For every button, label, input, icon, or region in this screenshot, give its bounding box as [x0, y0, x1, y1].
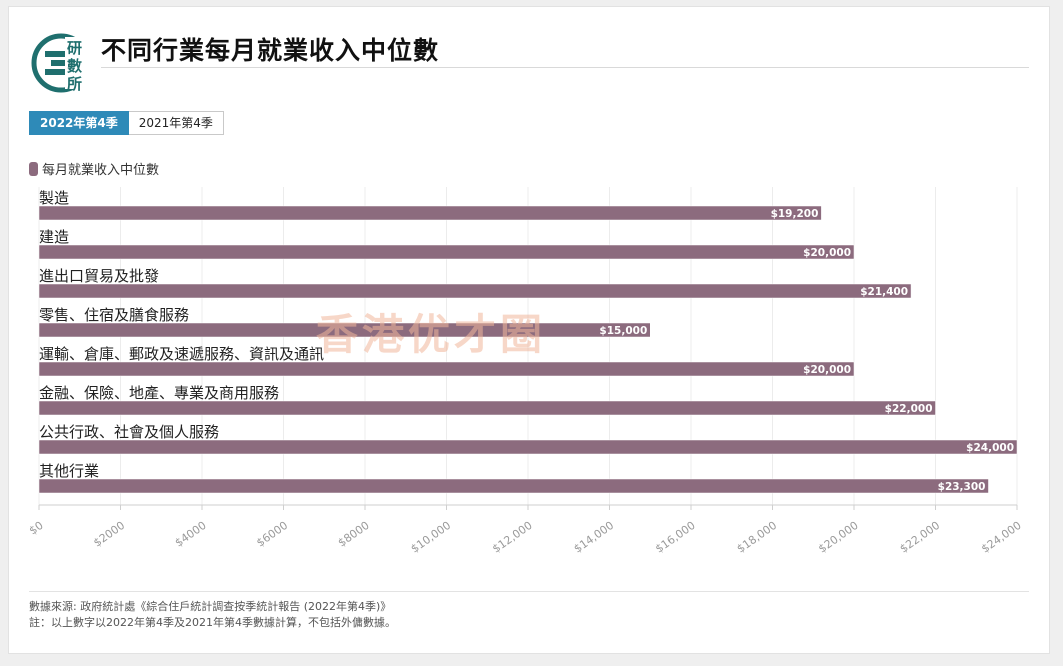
source-note: 數據來源: 政府統計處《綜合住戶統計調查按季統計報告 (2022年第4季)》: [29, 600, 392, 613]
bar-data-label: $24,000: [966, 442, 1014, 454]
category-label: 運輸、倉庫、郵政及速遞服務、資訊及通訊: [39, 345, 324, 363]
x-tick-label: $4000: [173, 519, 209, 550]
category-label: 製造: [39, 189, 69, 207]
bar-data-label: $23,300: [938, 481, 986, 493]
bar-data-label: $20,000: [803, 364, 851, 376]
tab-2022-q4[interactable]: 2022年第4季: [29, 111, 129, 135]
watermark-text: 香港优才圈: [316, 310, 546, 359]
footnotes: 數據來源: 政府統計處《綜合住戶統計調查按季統計報告 (2022年第4季)》 註…: [29, 599, 396, 631]
legend-label: 每月就業收入中位數: [42, 163, 160, 178]
bar-chart: $0 $2000 $4000 $6000 $8000 $10,000 $12,000 $14,…: [27, 187, 1024, 556]
bar-data-label: $15,000: [599, 325, 647, 337]
x-tick-label: $2000: [91, 519, 127, 550]
bar: [38, 322, 651, 338]
x-tick-label: $24,000: [979, 519, 1024, 556]
bar: [38, 478, 989, 494]
x-tick-label: $16,000: [653, 519, 698, 556]
x-tick-label: $6000: [254, 519, 290, 550]
logo-text-2: 數: [67, 57, 82, 75]
x-tick-label: $0: [27, 519, 46, 538]
logo-text-1: 研: [67, 39, 82, 57]
bar: [38, 244, 855, 260]
legend-swatch: [29, 161, 38, 176]
bar: [38, 361, 855, 377]
logo-text-3: 所: [67, 75, 82, 93]
bar-data-label: $20,000: [803, 247, 851, 259]
bar: [38, 205, 822, 221]
x-tick-label: $18,000: [734, 519, 779, 556]
x-tick-label: $22,000: [897, 519, 942, 556]
chart-card: 研 數 所 不同行業每月就業收入中位數 2022年第4季 2021年第4季 每月…: [8, 6, 1050, 654]
title-divider: [101, 67, 1029, 68]
bar-data-label: $21,400: [860, 286, 908, 298]
legend[interactable]: 每月就業收入中位數: [29, 159, 159, 178]
x-tick-label: $12,000: [490, 519, 535, 556]
x-tick-label: $20,000: [816, 519, 861, 556]
category-label: 進出口貿易及批發: [39, 267, 159, 285]
bar-data-label: $19,200: [771, 208, 819, 220]
category-label: 金融、保險、地產、專業及商用服務: [39, 384, 279, 402]
category-label: 其他行業: [39, 462, 99, 480]
category-label: 公共行政、社會及個人服務: [39, 423, 219, 441]
remark-note: 註：以上數字以2022年第4季及2021年第4季數據計算，不包括外傭數據。: [29, 616, 396, 629]
bar-data-label: $22,000: [885, 403, 933, 415]
bar: [38, 400, 936, 416]
page-title: 不同行業每月就業收入中位數: [101, 36, 440, 65]
x-tick-label: $14,000: [571, 519, 616, 556]
logo-icon: 研 數 所: [31, 33, 95, 93]
footer-divider: [29, 591, 1029, 592]
x-tick-label: $10,000: [408, 519, 453, 556]
period-tabs: 2022年第4季 2021年第4季: [29, 111, 224, 135]
tab-2021-q4[interactable]: 2021年第4季: [128, 111, 224, 135]
bar: [38, 439, 1018, 455]
bar: [38, 283, 912, 299]
category-label: 建造: [39, 228, 69, 246]
x-tick-label: $8000: [336, 519, 372, 550]
category-label: 零售、住宿及膳食服務: [39, 306, 189, 324]
